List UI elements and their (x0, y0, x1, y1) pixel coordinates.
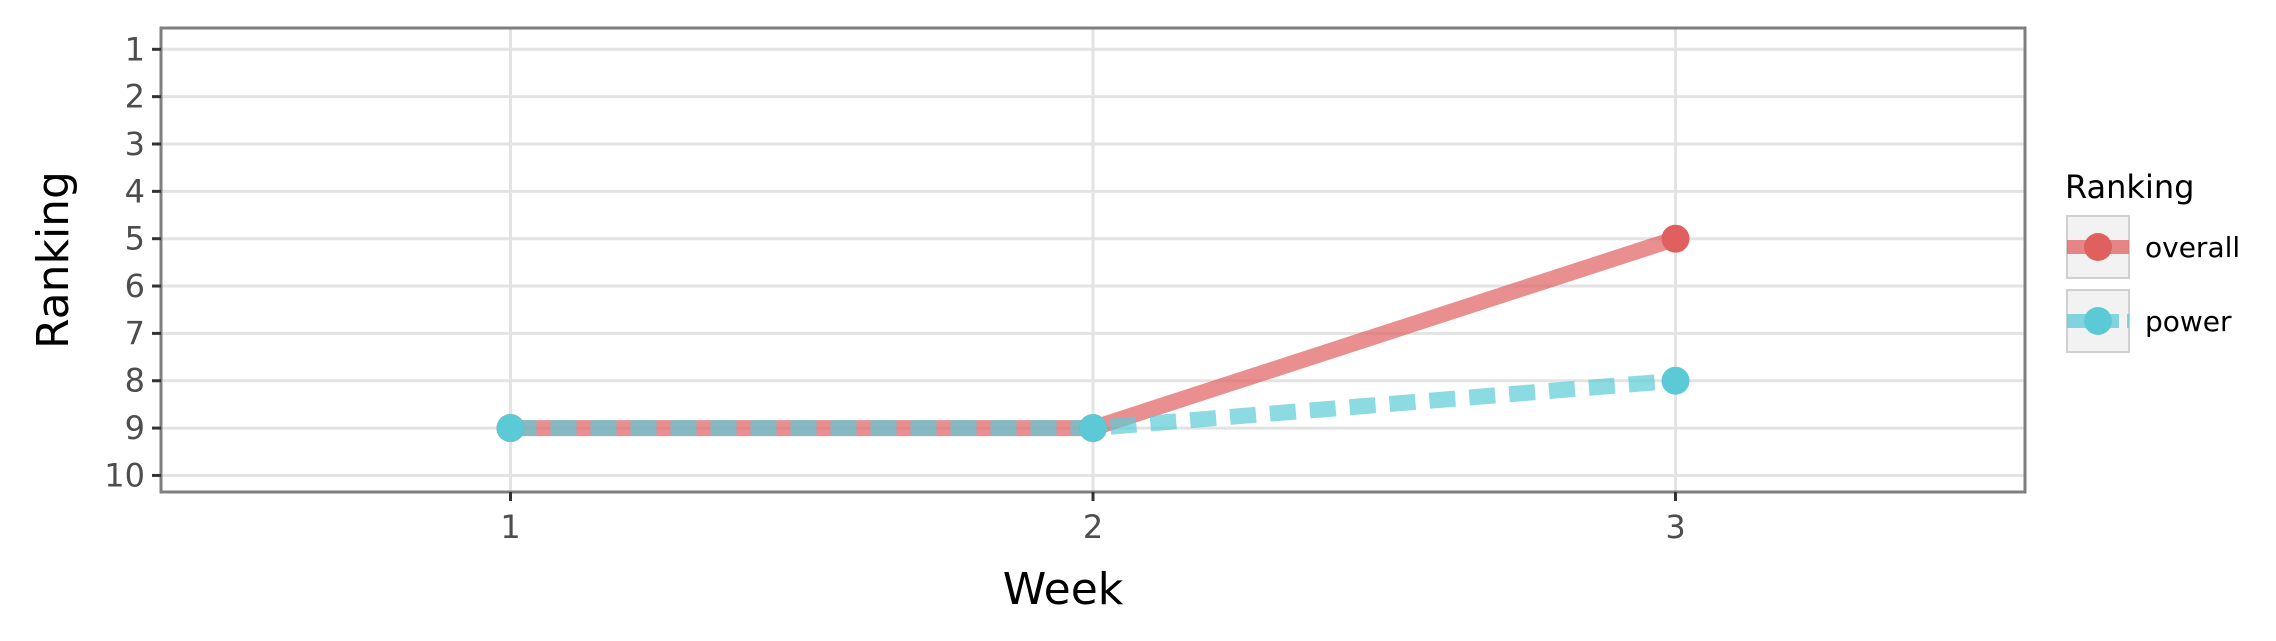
y-tick-label: 8 (125, 362, 145, 400)
x-tick-label: 2 (1083, 508, 1103, 546)
series-point-power (496, 414, 525, 443)
y-tick-label: 3 (125, 125, 145, 163)
legend-item-power: power (2066, 289, 2232, 353)
y-tick-label: 7 (125, 314, 145, 352)
series-layer (496, 224, 1690, 443)
legend-key-point (2084, 233, 2112, 261)
x-tick-label: 1 (500, 508, 520, 546)
legend-key-point (2084, 307, 2112, 335)
axis-layer: 1 2 3 4 5 6 7 8 9 10 1 2 3 (104, 30, 1685, 546)
y-axis-title: Ranking (28, 171, 79, 349)
legend: Ranking overall power (2065, 168, 2240, 353)
legend-item-overall: overall (2066, 215, 2240, 279)
legend-label: overall (2145, 231, 2240, 264)
x-tick-label: 3 (1665, 508, 1685, 546)
series-point-power (1661, 366, 1690, 395)
legend-title: Ranking (2065, 168, 2194, 206)
series-point-power (1079, 414, 1107, 443)
y-tick-label: 9 (125, 409, 145, 447)
y-tick-label: 5 (125, 220, 145, 258)
series-point-overall (1661, 224, 1690, 253)
y-tick-label: 10 (104, 456, 145, 494)
legend-label: power (2145, 305, 2232, 338)
x-axis-title: Week (1003, 564, 1124, 615)
y-tick-label: 1 (125, 30, 145, 68)
y-tick-label: 2 (125, 78, 145, 116)
y-tick-label: 6 (125, 267, 145, 305)
y-tick-label: 4 (125, 172, 145, 210)
